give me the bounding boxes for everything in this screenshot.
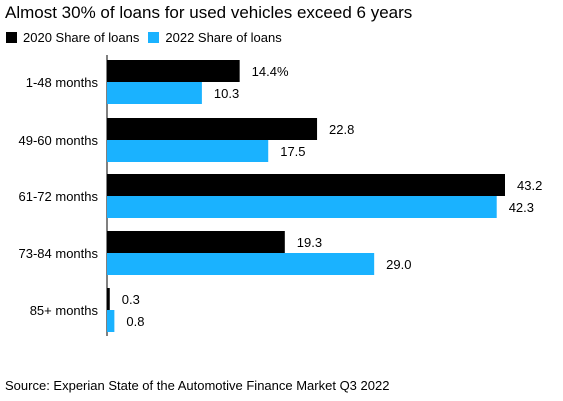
bar-value-label: 22.8	[329, 122, 354, 137]
bar-value-label: 10.3	[214, 86, 239, 101]
bar-2020	[107, 231, 285, 253]
bar-value-label: 0.3	[122, 292, 140, 307]
source-note: Source: Experian State of the Automotive…	[5, 378, 390, 393]
legend-item-2020: 2020 Share of loans	[6, 30, 139, 45]
legend-swatch-2020	[6, 31, 17, 43]
category-label: 1-48 months	[26, 75, 99, 90]
bar-2020	[107, 60, 240, 82]
bar-2020	[107, 118, 318, 140]
bar-value-label: 14.4%	[252, 64, 289, 79]
bar-2022	[107, 310, 115, 332]
bar-2022	[107, 253, 375, 275]
legend-swatch-2022	[148, 31, 160, 43]
bar-2022	[107, 140, 269, 162]
bar-value-label: 42.3	[509, 200, 534, 215]
legend-label-2020: 2020 Share of loans	[23, 29, 140, 45]
bar-2022	[107, 196, 497, 218]
bar-value-label: 43.2	[517, 178, 542, 193]
chart-legend: 2020 Share of loans 2022 Share of loans	[6, 29, 291, 45]
bar-2020	[107, 174, 505, 196]
bar-value-label: 0.8	[126, 314, 144, 329]
bar-value-label: 17.5	[280, 144, 305, 159]
bar-value-label: 29.0	[386, 257, 411, 272]
legend-label-2022: 2022 Share of loans	[165, 29, 282, 45]
category-label: 73-84 months	[19, 246, 99, 261]
bar-2022	[107, 82, 202, 104]
bar-value-label: 19.3	[297, 235, 322, 250]
category-label: 49-60 months	[19, 133, 99, 148]
category-label: 85+ months	[30, 303, 99, 318]
chart-title: Almost 30% of loans for used vehicles ex…	[5, 3, 413, 22]
category-label: 61-72 months	[19, 189, 99, 204]
legend-item-2022: 2022 Share of loans	[148, 29, 282, 45]
bar-2020	[107, 288, 110, 310]
